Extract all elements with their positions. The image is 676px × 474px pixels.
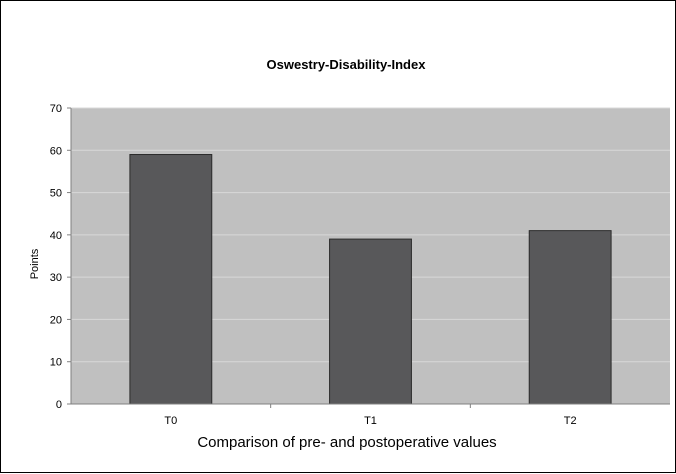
y-tick-label: 70 (50, 103, 62, 115)
bar-t2 (528, 230, 612, 405)
axes (67, 107, 670, 408)
x-tick-labels: T0 T1 T2 (164, 415, 576, 427)
y-tick-label: 50 (50, 188, 62, 200)
y-tick-label: 20 (50, 314, 62, 326)
x-tick-label: T2 (564, 415, 577, 427)
y-tick-label: 10 (50, 357, 62, 369)
bar-t1 (329, 238, 412, 405)
y-axis-label: Points (29, 248, 41, 279)
y-tick-label: 40 (50, 230, 62, 242)
y-tick-label: 60 (50, 145, 62, 157)
y-tick-label: 30 (50, 272, 62, 284)
x-tick-label: T1 (364, 415, 377, 427)
x-axis-label: Comparison of pre- and postoperative val… (197, 434, 496, 451)
y-tick-label: 0 (56, 399, 62, 411)
x-tick-label: T0 (164, 415, 177, 427)
bar-t0 (129, 154, 213, 405)
y-tick-labels: 0 10 20 30 40 50 60 70 (50, 103, 62, 411)
chart-title: Oswestry-Disability-Index (267, 57, 427, 72)
